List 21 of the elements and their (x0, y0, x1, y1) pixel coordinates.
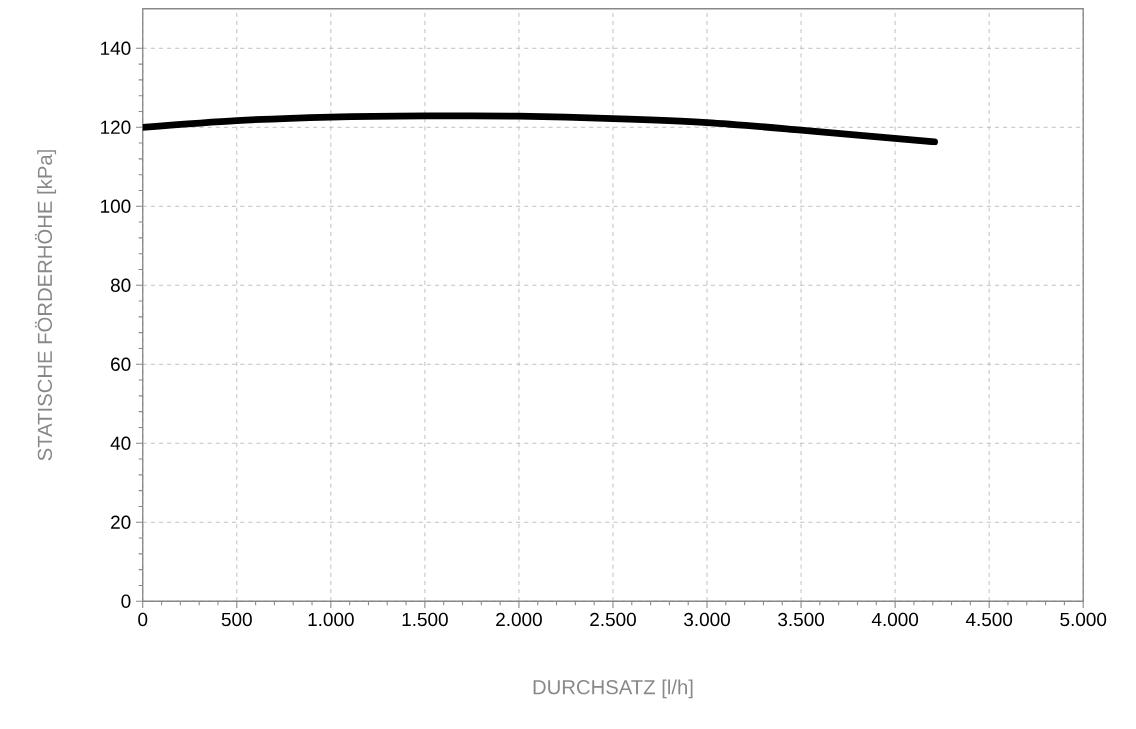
y-axis-title: STATISCHE FÖRDERHÖHE [kPa] (34, 150, 57, 461)
y-tick-label: 100 (101, 199, 131, 213)
y-tick-label: 20 (111, 515, 131, 529)
x-tick-label: 4.500 (965, 612, 1013, 627)
x-tick-label: 4.000 (871, 612, 919, 627)
x-tick-label: 1.000 (308, 612, 354, 627)
y-tick-label: 140 (101, 41, 131, 55)
y-tick-label: 40 (110, 436, 131, 450)
x-tick-label: 1.500 (402, 612, 448, 627)
y-tick-label: 80 (110, 278, 131, 292)
y-tick-label: 60 (111, 357, 131, 371)
x-tick-label: 2.000 (496, 612, 542, 627)
y-tick-label: 0 (121, 594, 131, 608)
x-axis-title: DURCHSATZ [l/h] (533, 679, 693, 699)
x-tick-label: 500 (221, 612, 252, 627)
x-tick-label: 5.000 (1060, 612, 1107, 627)
y-tick-label: 120 (101, 120, 131, 134)
x-tick-label: 0 (138, 612, 148, 627)
x-tick-label: 3.000 (684, 612, 730, 627)
x-tick-label: 3.500 (778, 612, 825, 627)
x-tick-label: 2.500 (590, 612, 636, 627)
